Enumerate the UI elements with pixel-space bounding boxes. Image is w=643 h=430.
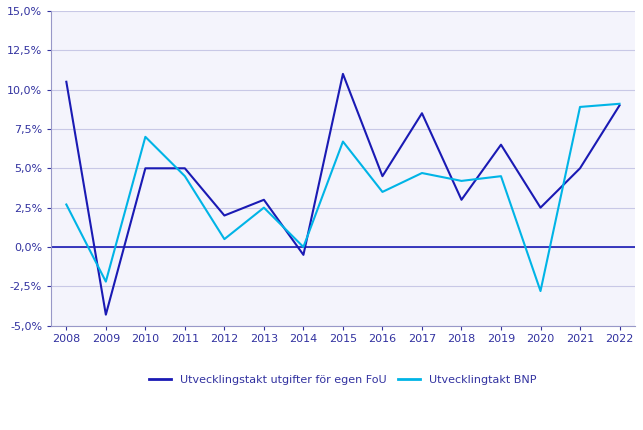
- Utvecklingstakt utgifter för egen FoU: [616, 103, 624, 108]
- Utvecklingtakt BNP: [62, 202, 70, 207]
- Utvecklingtakt BNP: [181, 174, 189, 179]
- Utvecklingstakt utgifter för egen FoU: [418, 111, 426, 116]
- Utvecklingtakt BNP: [300, 244, 307, 249]
- Utvecklingstakt utgifter för egen FoU: [141, 166, 149, 171]
- Utvecklingtakt BNP: [379, 189, 386, 194]
- Utvecklingtakt BNP: [260, 205, 267, 210]
- Utvecklingstakt utgifter för egen FoU: [458, 197, 466, 203]
- Utvecklingtakt BNP: [458, 178, 466, 184]
- Utvecklingstakt utgifter för egen FoU: [62, 79, 70, 84]
- Utvecklingtakt BNP: [576, 104, 584, 110]
- Utvecklingstakt utgifter för egen FoU: [339, 71, 347, 77]
- Utvecklingtakt BNP: [537, 289, 545, 294]
- Utvecklingtakt BNP: [497, 174, 505, 179]
- Utvecklingtakt BNP: [221, 237, 228, 242]
- Utvecklingstakt utgifter för egen FoU: [181, 166, 189, 171]
- Utvecklingstakt utgifter för egen FoU: [379, 174, 386, 179]
- Utvecklingstakt utgifter för egen FoU: [102, 312, 110, 317]
- Utvecklingtakt BNP: [418, 170, 426, 175]
- Utvecklingtakt BNP: [141, 134, 149, 139]
- Legend: Utvecklingstakt utgifter för egen FoU, Utvecklingtakt BNP: Utvecklingstakt utgifter för egen FoU, U…: [145, 370, 541, 389]
- Line: Utvecklingtakt BNP: Utvecklingtakt BNP: [66, 104, 620, 291]
- Utvecklingstakt utgifter för egen FoU: [221, 213, 228, 218]
- Utvecklingstakt utgifter för egen FoU: [576, 166, 584, 171]
- Utvecklingtakt BNP: [616, 101, 624, 106]
- Line: Utvecklingstakt utgifter för egen FoU: Utvecklingstakt utgifter för egen FoU: [66, 74, 620, 315]
- Utvecklingtakt BNP: [102, 279, 110, 284]
- Utvecklingstakt utgifter för egen FoU: [497, 142, 505, 147]
- Utvecklingstakt utgifter för egen FoU: [300, 252, 307, 258]
- Utvecklingstakt utgifter för egen FoU: [537, 205, 545, 210]
- Utvecklingtakt BNP: [339, 139, 347, 144]
- Utvecklingstakt utgifter för egen FoU: [260, 197, 267, 203]
